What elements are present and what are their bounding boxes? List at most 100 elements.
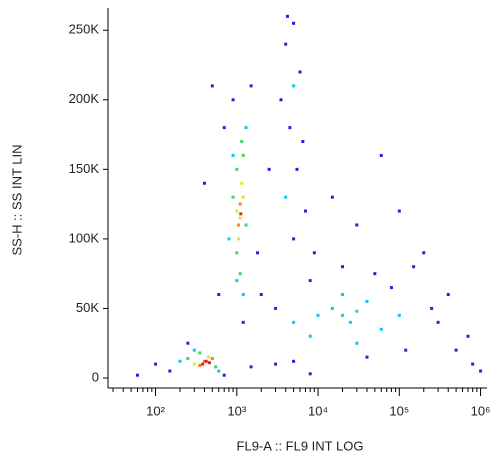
point — [201, 362, 205, 366]
point — [389, 286, 393, 290]
point — [365, 355, 369, 359]
point — [341, 293, 345, 297]
point — [239, 212, 243, 216]
point — [202, 359, 206, 363]
point — [235, 251, 239, 255]
point — [259, 293, 263, 297]
point — [154, 362, 158, 366]
x-tick-label: 10³ — [227, 403, 246, 418]
point — [256, 251, 260, 255]
point — [210, 84, 214, 88]
y-tick-label: 0 — [92, 369, 99, 384]
point — [292, 237, 296, 241]
point — [436, 320, 440, 324]
point — [279, 98, 283, 102]
point — [238, 272, 242, 276]
point — [355, 223, 359, 227]
point — [446, 293, 450, 297]
y-tick-label: 150K — [69, 161, 100, 176]
point — [373, 272, 377, 276]
point — [397, 209, 401, 213]
point — [341, 313, 345, 317]
point — [231, 195, 235, 199]
point — [298, 70, 302, 74]
point — [210, 357, 214, 361]
point — [217, 293, 221, 297]
point — [244, 223, 248, 227]
point — [238, 202, 242, 206]
point — [284, 195, 288, 199]
x-axis-label: FL9-A :: FL9 INT LOG — [237, 438, 364, 453]
point — [330, 195, 334, 199]
point — [284, 42, 288, 46]
point — [241, 293, 245, 297]
point — [412, 265, 416, 269]
point — [237, 223, 241, 227]
point — [466, 334, 470, 338]
point — [303, 209, 307, 213]
point — [295, 167, 299, 171]
point — [192, 362, 196, 366]
x-tick-label: 10⁴ — [308, 403, 328, 418]
point — [198, 351, 202, 355]
point — [365, 299, 369, 303]
x-tick-label: 10² — [146, 403, 165, 418]
point — [479, 369, 483, 373]
x-tick-label: 10⁵ — [389, 403, 409, 418]
y-tick-label: 100K — [69, 230, 100, 245]
point — [202, 181, 206, 185]
y-axis-label: SS-H :: SS INT LIN — [9, 144, 24, 255]
point — [348, 320, 352, 324]
point — [308, 279, 312, 283]
point — [231, 98, 235, 102]
point — [231, 153, 235, 157]
point — [285, 14, 289, 18]
point — [168, 369, 172, 373]
x-tick-label: 10⁶ — [471, 403, 491, 418]
point — [341, 265, 345, 269]
point — [222, 373, 226, 377]
point — [186, 357, 190, 361]
point — [267, 167, 271, 171]
point — [292, 359, 296, 363]
point — [249, 365, 253, 369]
point — [207, 361, 211, 365]
point — [404, 348, 408, 352]
y-tick-label: 200K — [69, 91, 100, 106]
point — [204, 359, 208, 363]
point — [178, 359, 182, 363]
point — [192, 348, 196, 352]
point — [430, 306, 434, 310]
point — [308, 372, 312, 376]
point — [240, 140, 244, 144]
point — [244, 126, 248, 130]
point — [422, 251, 426, 255]
point — [301, 140, 305, 144]
point — [292, 84, 296, 88]
point — [207, 355, 211, 359]
point — [355, 309, 359, 313]
point — [312, 251, 316, 255]
point — [292, 21, 296, 25]
point — [330, 306, 334, 310]
point — [186, 341, 190, 345]
point — [316, 313, 320, 317]
point — [237, 237, 241, 241]
point — [222, 126, 226, 130]
point — [235, 167, 239, 171]
point — [136, 373, 140, 377]
y-tick-label: 50K — [76, 300, 99, 315]
point — [471, 362, 475, 366]
point — [235, 279, 239, 283]
point — [274, 306, 278, 310]
y-tick-label: 250K — [69, 22, 100, 37]
point — [227, 237, 231, 241]
point — [288, 126, 292, 130]
point — [198, 363, 202, 367]
point — [397, 313, 401, 317]
point — [235, 209, 239, 213]
point — [292, 320, 296, 324]
point — [379, 153, 383, 157]
point — [379, 327, 383, 331]
